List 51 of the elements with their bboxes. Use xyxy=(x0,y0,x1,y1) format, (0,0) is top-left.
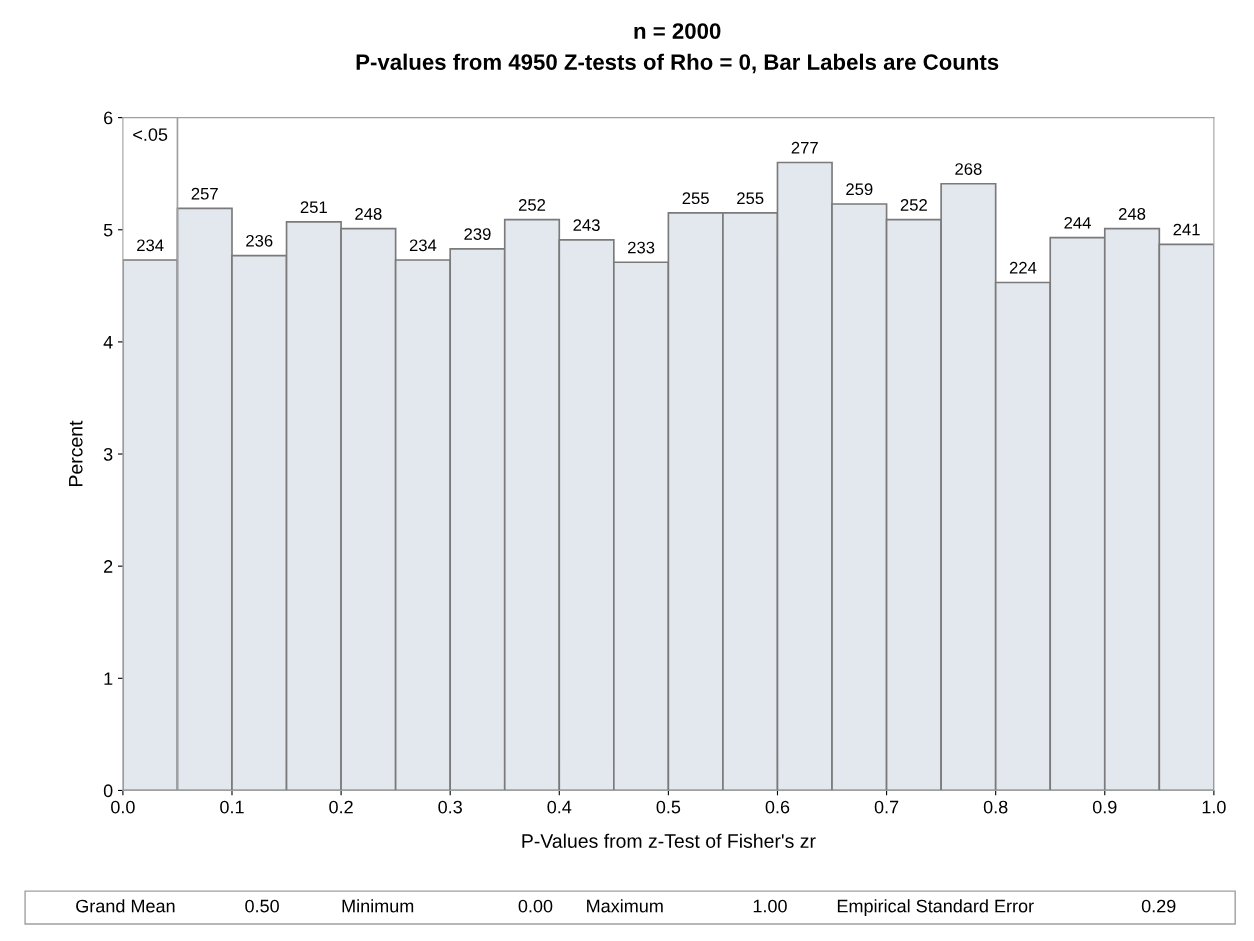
annotation: 236 xyxy=(246,234,273,247)
annotation: 259 xyxy=(846,183,873,196)
x-tick-label: 0.7 xyxy=(874,800,899,814)
x-tick-label: 1.0 xyxy=(1202,800,1226,814)
annotation: 277 xyxy=(791,141,818,154)
y-tick-label: 6 xyxy=(104,111,113,125)
x-axis-title: P-Values from z-Test of Fisher's zr xyxy=(522,833,816,848)
x-tick-label: 0.1 xyxy=(220,800,244,814)
text: Minimum xyxy=(342,899,414,913)
annotation: 255 xyxy=(737,192,764,205)
annotation: 243 xyxy=(573,219,600,231)
x-tick-label: 0.5 xyxy=(656,800,681,814)
annotation: 224 xyxy=(1009,261,1037,274)
y-tick-label: 3 xyxy=(103,447,113,461)
text: 0.29 xyxy=(1141,899,1176,913)
x-tick-label: 0.9 xyxy=(1092,800,1117,814)
annotation: 251 xyxy=(300,201,327,214)
text: Maximum xyxy=(587,899,663,913)
chart-subtitle: P-values from 4950 Z-tests of Rho = 0, Bar Labels are Counts xyxy=(356,53,999,74)
text: 0.50 xyxy=(245,899,279,913)
y-tick-label: 0 xyxy=(103,784,113,798)
chart-title: n = 2000 xyxy=(634,23,721,39)
y-axis-title: Percent xyxy=(69,420,83,486)
text: Empirical Standard Error xyxy=(837,899,1034,917)
annotation: 268 xyxy=(955,163,982,175)
annotation: 255 xyxy=(682,192,709,205)
x-tick-label: 0.2 xyxy=(329,800,353,814)
x-tick-label: 0.8 xyxy=(983,800,1008,814)
annotation: 239 xyxy=(464,228,491,240)
x-tick-label: 0.4 xyxy=(547,800,572,814)
x-tick-label: 0.0 xyxy=(111,800,135,814)
annotation: 244 xyxy=(1064,216,1091,229)
ref-line-label: <.05 xyxy=(133,128,168,141)
annotation: 252 xyxy=(900,199,927,211)
annotation: 241 xyxy=(1173,223,1200,236)
annotation: 252 xyxy=(518,199,546,211)
annotation: 248 xyxy=(1118,207,1146,220)
y-tick-label: 2 xyxy=(104,560,113,573)
annotation: 248 xyxy=(355,207,382,220)
x-tick-label: 0.6 xyxy=(765,800,790,814)
annotation: 233 xyxy=(628,241,655,254)
annotation: 234 xyxy=(409,239,437,252)
x-tick-label: 0.3 xyxy=(438,800,462,814)
annotation: 257 xyxy=(191,187,218,200)
y-tick-label: 5 xyxy=(103,223,113,237)
y-tick-label: 4 xyxy=(103,336,113,349)
text: 1.00 xyxy=(753,899,787,913)
text: Grand Mean xyxy=(76,899,175,913)
y-tick-label: 1 xyxy=(104,672,113,685)
annotation: 234 xyxy=(137,239,164,252)
text: 0.00 xyxy=(518,899,553,913)
